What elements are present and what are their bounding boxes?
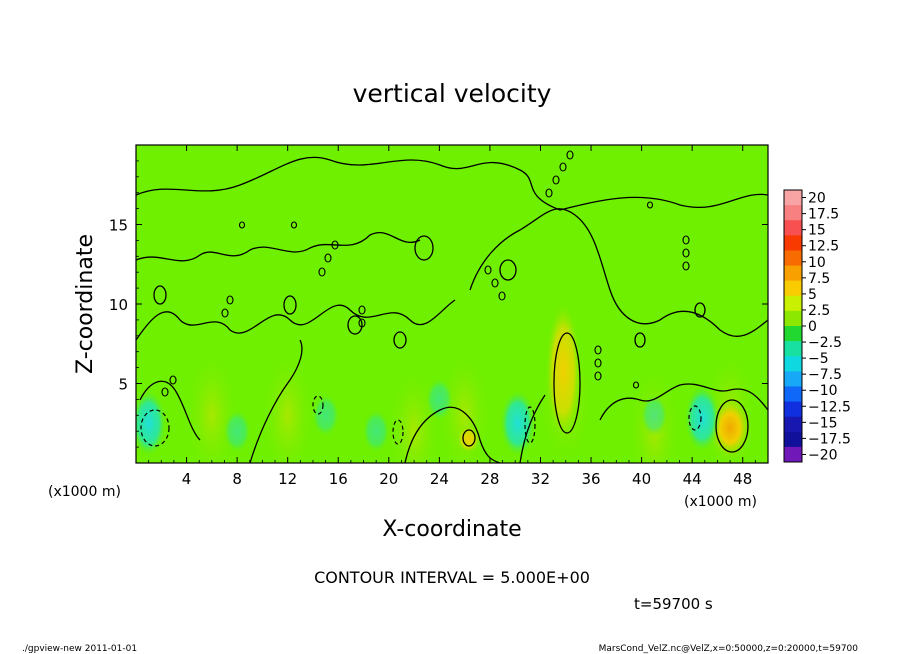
x-tick-label: 36 (581, 470, 600, 488)
time-text: t=59700 s (634, 595, 713, 613)
x-tick-label: 32 (531, 470, 550, 488)
chart-title: vertical velocity (353, 79, 552, 108)
x-tick-label: 28 (480, 470, 499, 488)
colorbar-swatch (784, 371, 802, 387)
x-unit-label-left: (x1000 m) (48, 484, 121, 500)
x-tick-label: 4 (182, 470, 192, 488)
x-tick-label: 16 (329, 470, 348, 488)
colorbar-swatch (784, 431, 802, 448)
colorbar-label: 2.5 (808, 303, 830, 319)
contour-lines (136, 156, 768, 463)
x-tick-label: 20 (379, 470, 398, 488)
small-contour-dots (161, 150, 690, 397)
colorbar-swatch (784, 446, 802, 463)
updraft-2 (456, 425, 481, 454)
y-axis-ticks: 5 10 15 (109, 160, 768, 448)
colorbar-swatch (784, 250, 802, 267)
field-cool-3 (640, 393, 669, 438)
y-tick-label: 10 (109, 296, 128, 314)
footer-left: ./gpview-new 2011-01-01 (22, 644, 137, 654)
plot-area (136, 145, 768, 463)
colorbar-swatch (784, 416, 802, 433)
colorbar-label: −12.5 (808, 399, 851, 415)
updraft-0 (545, 300, 582, 441)
colorbar-swatch (784, 235, 802, 251)
x-tick-label: 24 (430, 470, 449, 488)
y-tick-label: 5 (118, 376, 128, 394)
colorbar-label: 7.5 (808, 271, 830, 287)
colorbar-label: 0 (808, 319, 817, 335)
y-axis-label: Z-coordinate (73, 234, 98, 374)
colorbar-swatch (784, 310, 802, 327)
x-tick-label: 8 (232, 470, 242, 488)
colorbar-label: 12.5 (808, 239, 839, 255)
x-tick-label: 40 (632, 470, 651, 488)
field-cool-2 (362, 409, 391, 454)
colorbar-label: −15 (808, 415, 838, 431)
x-tick-label: 12 (278, 470, 297, 488)
contour-interval-text: CONTOUR INTERVAL = 5.000E+00 (314, 568, 590, 587)
colorbar-label: −7.5 (808, 367, 842, 383)
colorbar-swatch (784, 386, 802, 403)
colorbar-label: −20 (808, 447, 838, 463)
colorbar-label: −5 (808, 351, 829, 367)
colorbar-label: 20 (808, 191, 826, 207)
colorbar: 2017.51512.5107.552.50−2.5−5−7.5−10−12.5… (783, 189, 851, 463)
colorbar-swatch (784, 280, 802, 297)
x-tick-label: 44 (683, 470, 702, 488)
negative-contours (140, 395, 702, 447)
field-cool-4 (425, 377, 454, 422)
downdraft-5 (684, 384, 721, 453)
colorbar-label: −2.5 (808, 335, 842, 351)
colorbar-swatch (784, 326, 802, 342)
colorbar-label: 17.5 (808, 207, 839, 223)
colorbar-swatch (784, 265, 802, 282)
y-tick-label: 15 (109, 217, 128, 235)
field-cool-1 (311, 393, 340, 438)
colorbar-swatch (784, 220, 802, 236)
x-tick-label: 48 (733, 470, 752, 488)
x-axis-label: X-coordinate (382, 517, 521, 542)
colorbar-swatch (784, 190, 802, 206)
colorbar-swatch (784, 341, 802, 357)
colorbar-label: 10 (808, 255, 826, 271)
colorbar-swatch (784, 295, 802, 312)
colorbar-label: 5 (808, 287, 817, 303)
downdraft-3 (136, 389, 167, 458)
x-unit-label-right: (x1000 m) (684, 494, 757, 510)
colorbar-swatch (784, 401, 802, 418)
colorbar-swatch (784, 356, 802, 372)
colorbar-label: 15 (808, 223, 826, 239)
field-lite-1 (259, 345, 316, 463)
colorbar-label: −17.5 (808, 431, 851, 447)
colorbar-label: −10 (808, 383, 838, 399)
footer-right: MarsCond_VelZ.nc@VelZ,x=0:50000,z=0:2000… (599, 644, 859, 654)
field-cool-0 (223, 409, 252, 454)
x-axis-ticks: 4 8 12 16 20 24 28 32 36 40 44 48 (148, 145, 756, 488)
colorbar-swatch (784, 205, 802, 221)
